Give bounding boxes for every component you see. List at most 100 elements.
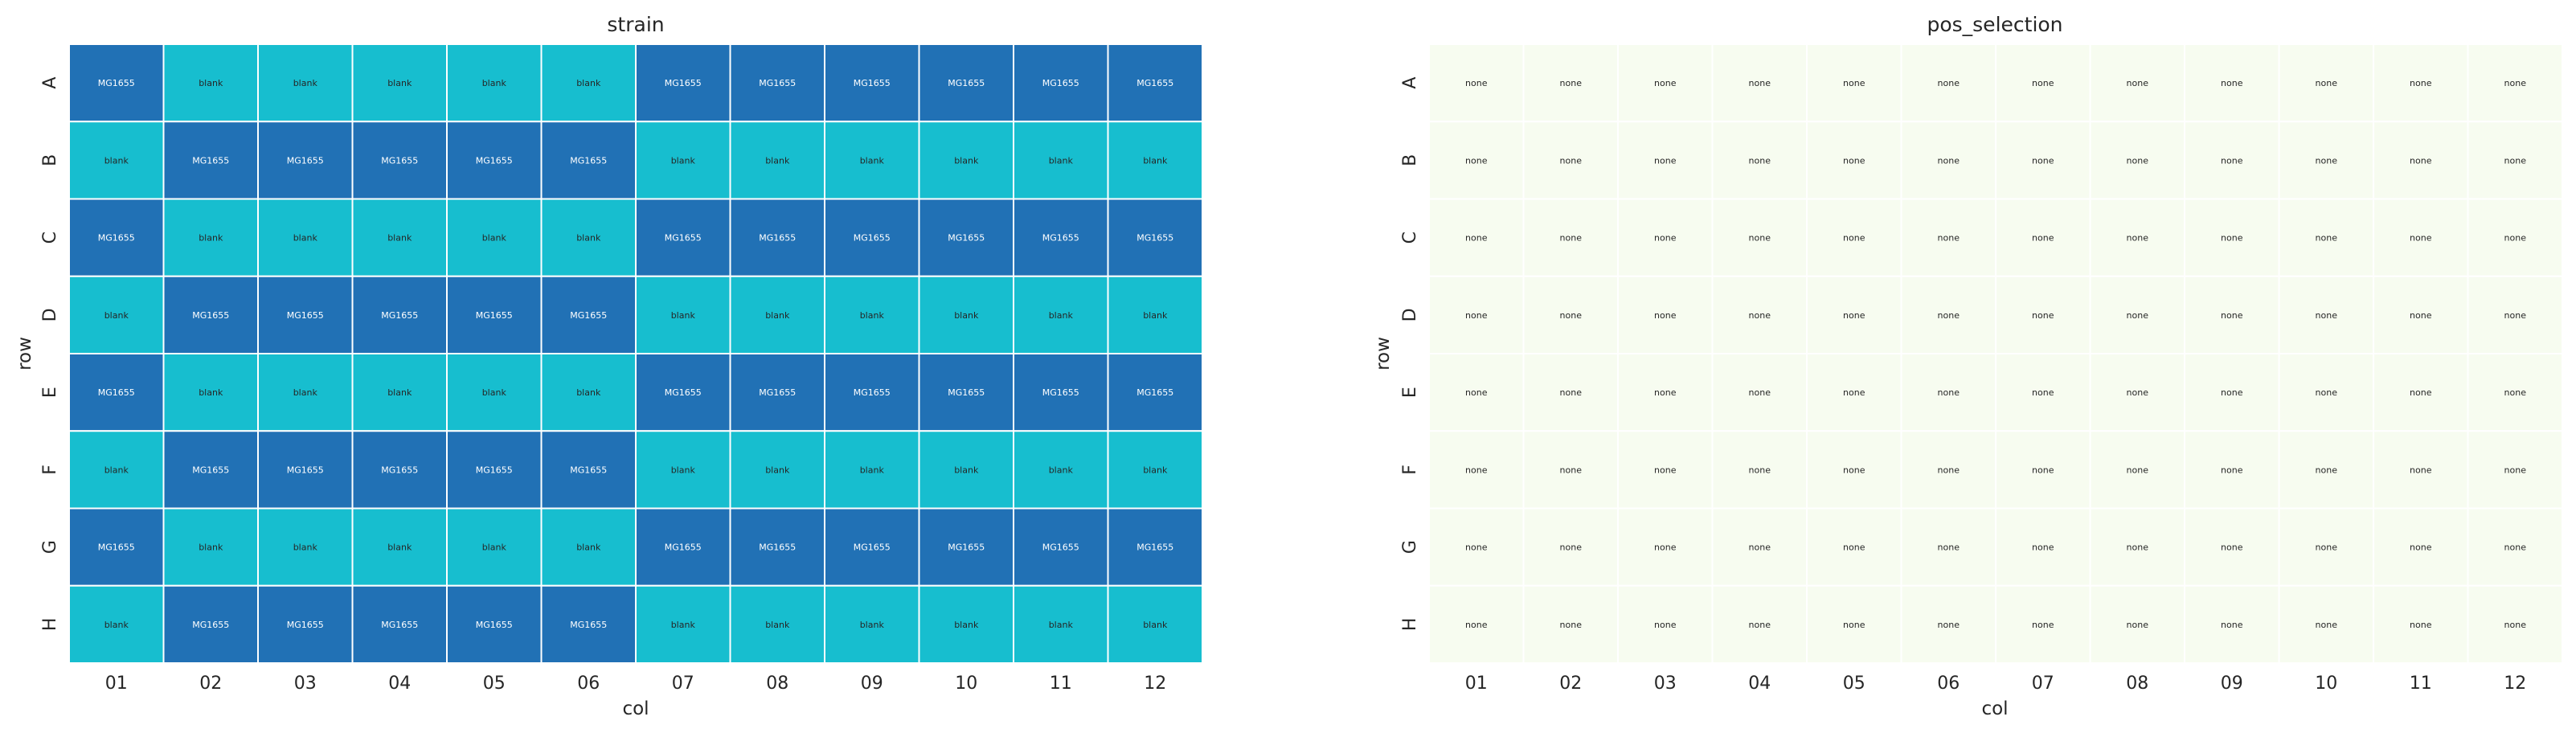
pos-selection-cell-label-C02: none xyxy=(1560,233,1583,244)
strain-cell-label-B01: blank xyxy=(104,155,129,166)
strain-cell-E02 xyxy=(162,353,259,432)
strain-cell-label-C10: MG1655 xyxy=(948,233,985,244)
strain-cell-F12 xyxy=(1107,430,1203,510)
pos-selection-cell-label-A09: none xyxy=(2221,78,2243,88)
pos-selection-cell-label-A03: none xyxy=(1654,78,1677,88)
strain-cell-F09 xyxy=(824,430,920,510)
pos-selection-cell-label-B01: none xyxy=(1465,155,1488,166)
strain-cell-label-B06: MG1655 xyxy=(570,155,607,166)
pos-selection-heatmap-panel: pos_selection none none none none none none no… xyxy=(1373,13,2563,719)
strain-x-tick-07: 07 xyxy=(672,674,694,694)
strain-cell-E11 xyxy=(1013,353,1109,432)
pos-selection-cell-C11 xyxy=(2373,198,2469,277)
strain-cell-label-F10: blank xyxy=(954,465,979,475)
strain-cell-label-F06: MG1655 xyxy=(570,465,607,475)
strain-cell-B09 xyxy=(824,121,920,200)
pos-selection-cell-H09 xyxy=(2184,584,2280,664)
strain-y-ticks: A B C D E F G H xyxy=(40,77,60,632)
strain-cell-label-E09: MG1655 xyxy=(854,387,891,398)
strain-cell-F06 xyxy=(540,430,637,510)
strain-heatmap-panel: strain MG1655 blank blank blank blank blank MG… xyxy=(14,13,1203,719)
pos-selection-cell-B12 xyxy=(2467,121,2563,200)
pos-selection-y-tick-d: D xyxy=(1400,308,1420,321)
pos-selection-cell-C09 xyxy=(2184,198,2280,277)
pos-selection-cell-H06 xyxy=(1900,584,1997,664)
strain-cell-label-H10: blank xyxy=(954,620,979,630)
pos-selection-cell-label-D10: none xyxy=(2316,310,2338,321)
pos-selection-cell-C03 xyxy=(1617,198,1714,277)
pos-selection-cell-label-E09: none xyxy=(2221,387,2243,398)
pos-selection-cell-label-C06: none xyxy=(1938,233,1960,244)
pos-selection-cell-label-A08: none xyxy=(2127,78,2149,88)
pos-selection-x-tick-03: 03 xyxy=(1654,674,1677,694)
pos-selection-cell-label-D04: none xyxy=(1749,310,1771,321)
pos-selection-cell-label-A10: none xyxy=(2316,78,2338,88)
pos-selection-cell-label-E12: none xyxy=(2504,387,2527,398)
pos-selection-cell-label-H05: none xyxy=(1843,620,1865,630)
pos-selection-cell-B05 xyxy=(1806,121,1902,200)
pos-selection-cell-label-F01: none xyxy=(1465,465,1488,475)
pos-selection-x-tick-05: 05 xyxy=(1843,674,1865,694)
pos-selection-cell-G05 xyxy=(1806,507,1902,587)
pos-selection-cell-label-E05: none xyxy=(1843,387,1865,398)
strain-cell-F01 xyxy=(68,430,165,510)
pos-selection-cell-label-F02: none xyxy=(1560,465,1583,475)
strain-y-tick-a: A xyxy=(40,77,60,89)
strain-cell-H10 xyxy=(918,584,1014,664)
pos-selection-cell-B07 xyxy=(1995,121,2091,200)
pos-selection-cell-C06 xyxy=(1900,198,1997,277)
strain-cell-label-F07: blank xyxy=(671,465,696,475)
strain-cell-A10 xyxy=(918,43,1014,123)
strain-cell-label-F05: MG1655 xyxy=(476,465,513,475)
strain-x-tick-04: 04 xyxy=(388,674,411,694)
strain-cell-C03 xyxy=(257,198,354,277)
strain-cell-label-H09: blank xyxy=(860,620,885,630)
pos-selection-cell-E04 xyxy=(1711,353,1808,432)
strain-cell-label-B04: MG1655 xyxy=(381,155,418,166)
strain-cell-E03 xyxy=(257,353,354,432)
strain-cell-label-B09: blank xyxy=(860,155,885,166)
strain-cell-label-G06: blank xyxy=(576,543,601,553)
strain-cell-A06 xyxy=(540,43,637,123)
pos-selection-cell-label-H01: none xyxy=(1465,620,1488,630)
pos-selection-cell-label-E02: none xyxy=(1560,387,1583,398)
strain-x-tick-05: 05 xyxy=(483,674,506,694)
strain-x-tick-08: 08 xyxy=(766,674,788,694)
strain-cell-label-A09: MG1655 xyxy=(854,78,891,88)
strain-cell-label-G05: blank xyxy=(482,543,507,553)
strain-cell-label-A04: blank xyxy=(387,78,412,88)
strain-cell-label-A08: MG1655 xyxy=(759,78,796,88)
strain-cell-G07 xyxy=(635,507,731,587)
strain-y-tick-d: D xyxy=(40,308,60,321)
strain-cell-H12 xyxy=(1107,584,1203,664)
strain-cell-B04 xyxy=(351,121,448,200)
pos-selection-cell-label-B02: none xyxy=(1560,155,1583,166)
pos-selection-cell-label-D03: none xyxy=(1654,310,1677,321)
strain-cell-B08 xyxy=(729,121,825,200)
strain-x-tick-12: 12 xyxy=(1144,674,1166,694)
pos-selection-cell-H02 xyxy=(1522,584,1619,664)
strain-cell-label-G12: MG1655 xyxy=(1136,543,1173,553)
strain-cell-D12 xyxy=(1107,275,1203,354)
pos-selection-cell-label-H09: none xyxy=(2221,620,2243,630)
strain-cell-label-H07: blank xyxy=(671,620,696,630)
pos-selection-cell-label-H10: none xyxy=(2316,620,2338,630)
strain-x-tick-09: 09 xyxy=(861,674,883,694)
pos-selection-y-tick-c: C xyxy=(1400,231,1420,244)
strain-cell-label-D08: blank xyxy=(765,310,790,321)
strain-cell-label-F11: blank xyxy=(1049,465,1074,475)
strain-cell-label-F01: blank xyxy=(104,465,129,475)
pos-selection-cell-F08 xyxy=(2089,430,2185,510)
pos-selection-x-tick-10: 10 xyxy=(2315,674,2337,694)
strain-cell-C12 xyxy=(1107,198,1203,277)
pos-selection-cell-E11 xyxy=(2373,353,2469,432)
pos-selection-cell-label-D01: none xyxy=(1465,310,1488,321)
pos-selection-cell-C12 xyxy=(2467,198,2563,277)
pos-selection-cell-label-H02: none xyxy=(1560,620,1583,630)
strain-cell-label-D05: MG1655 xyxy=(476,310,513,321)
strain-cell-label-D03: MG1655 xyxy=(287,310,324,321)
strain-cell-D06 xyxy=(540,275,637,354)
pos-selection-cell-G07 xyxy=(1995,507,2091,587)
strain-cell-label-H03: MG1655 xyxy=(287,620,324,630)
